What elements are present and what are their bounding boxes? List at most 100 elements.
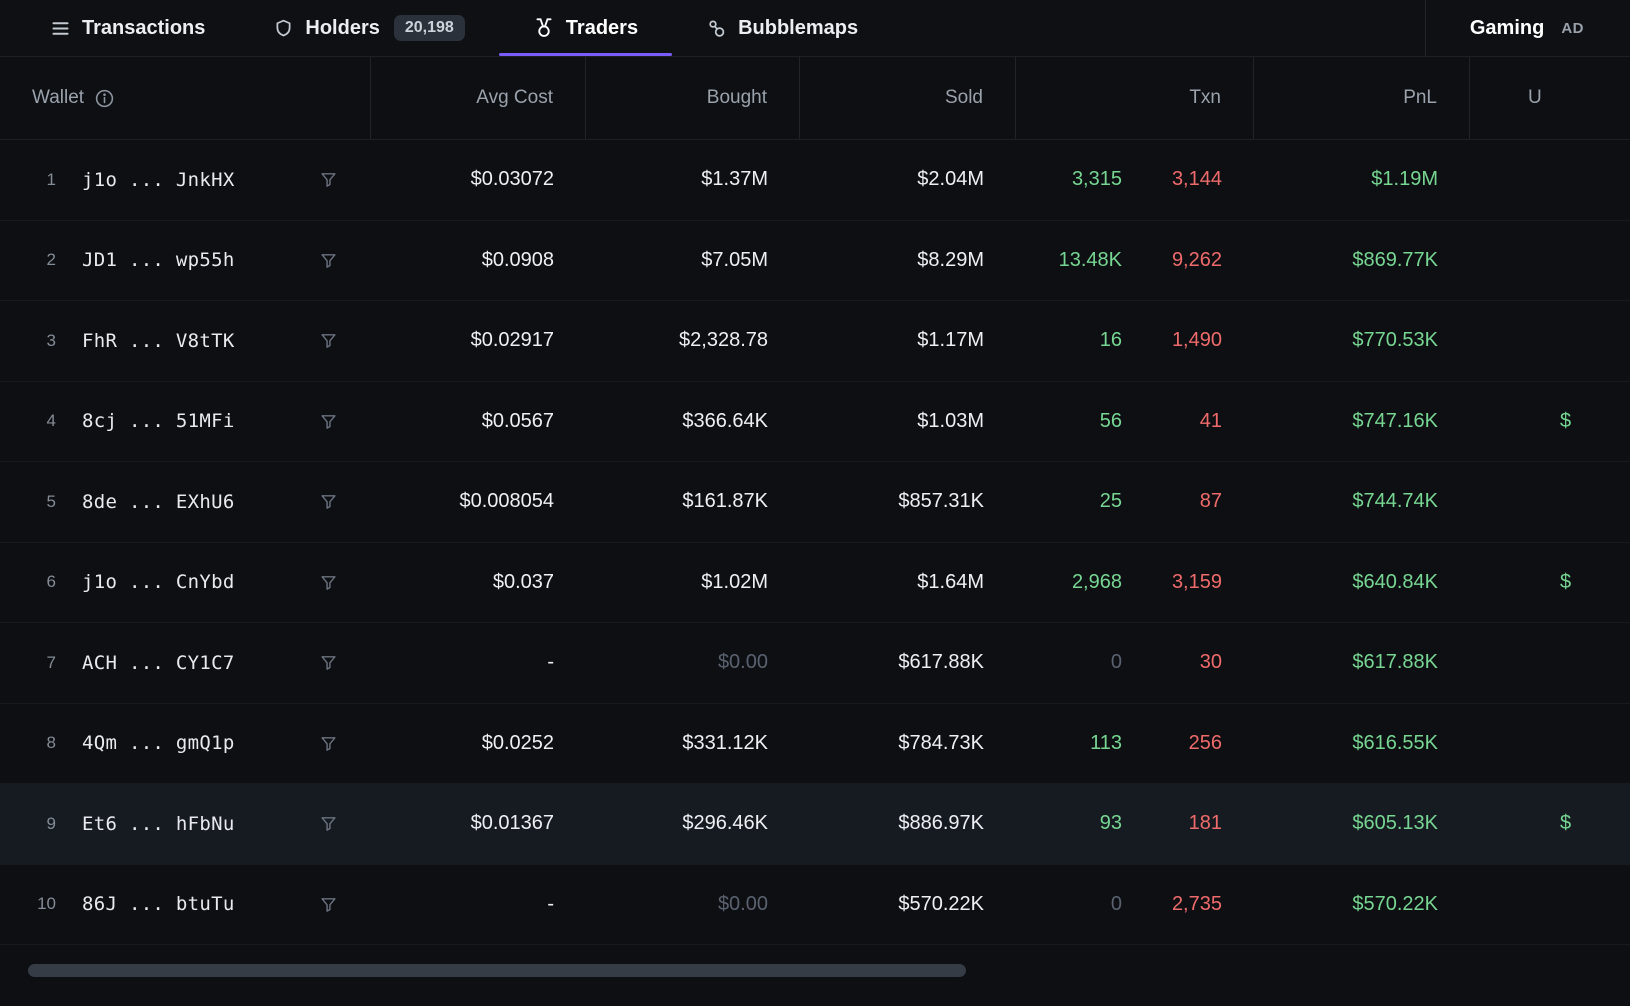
sold-value: $617.88K xyxy=(898,651,984,674)
wallet-address[interactable]: JD1 ... wp55h xyxy=(82,249,235,272)
table-row[interactable]: 1 j1o ... JnkHX $0.03072 $1.37M $2.04M 3… xyxy=(0,140,1630,221)
column-header-avg-cost[interactable]: Avg Cost xyxy=(371,57,586,139)
table-row[interactable]: 4 8cj ... 51MFi $0.0567 $366.64K $1.03M … xyxy=(0,382,1630,462)
tab-label: Traders xyxy=(565,16,639,39)
filter-icon[interactable] xyxy=(320,413,337,430)
pnl-value: $869.77K xyxy=(1352,248,1438,271)
pnl-value: $744.74K xyxy=(1352,490,1438,513)
tab-bubblemaps[interactable]: Bubblemaps xyxy=(672,0,892,56)
txn-cell: 13.48K 9,262 xyxy=(1016,249,1254,272)
filter-icon[interactable] xyxy=(320,896,337,913)
txn-cell: 3,315 3,144 xyxy=(1016,168,1254,191)
filter-icon[interactable] xyxy=(320,815,337,832)
wallet-address[interactable]: 8de ... EXhU6 xyxy=(82,490,235,513)
table-row[interactable]: 5 8de ... EXhU6 $0.008054 $161.87K $857.… xyxy=(0,462,1630,543)
wallet-address[interactable]: 86J ... btuTu xyxy=(82,893,235,916)
tab-traders[interactable]: Traders xyxy=(498,0,673,56)
shield-icon xyxy=(273,18,294,39)
wallet-cell: 9 Et6 ... hFbNu xyxy=(0,813,371,835)
rank: 4 xyxy=(46,411,56,431)
bubbles-icon xyxy=(706,18,727,39)
sold-value: $784.73K xyxy=(898,731,984,754)
txn-buy-count: 0 xyxy=(1110,651,1122,674)
column-header-sold[interactable]: Sold xyxy=(800,57,1016,139)
info-icon[interactable] xyxy=(94,88,115,109)
table-row[interactable]: 10 86J ... btuTu - $0.00 $570.22K 0 2,73… xyxy=(0,865,1630,945)
wallet-address[interactable]: Et6 ... hFbNu xyxy=(82,812,235,835)
avg-cost-value: $0.03072 xyxy=(470,168,554,191)
wallet-address[interactable]: ACH ... CY1C7 xyxy=(82,651,235,674)
wallet-cell: 1 j1o ... JnkHX xyxy=(0,169,371,191)
wallet-address[interactable]: 4Qm ... gmQ1p xyxy=(82,732,235,755)
txn-cell: 93 181 xyxy=(1016,812,1254,835)
wallet-address[interactable]: j1o ... CnYbd xyxy=(82,571,235,594)
txn-sell-count: 87 xyxy=(1199,490,1222,513)
column-header-pnl[interactable]: PnL xyxy=(1254,57,1470,139)
txn-sell-count: 3,159 xyxy=(1171,570,1222,593)
column-header-txn[interactable]: Txn xyxy=(1016,57,1254,139)
column-header-unrealized[interactable]: U xyxy=(1528,87,1542,108)
filter-icon[interactable] xyxy=(320,493,337,510)
filter-icon[interactable] xyxy=(320,735,337,752)
txn-sell-count: 9,262 xyxy=(1171,248,1222,271)
holders-count-badge: 20,198 xyxy=(393,15,465,41)
filter-icon[interactable] xyxy=(320,171,337,188)
sold-value: $2.04M xyxy=(917,168,984,191)
pnl-value: $640.84K xyxy=(1352,570,1438,593)
wallet-address[interactable]: FhR ... V8tTK xyxy=(82,329,235,352)
rank: 10 xyxy=(37,894,56,914)
rank: 9 xyxy=(46,813,56,833)
txn-sell-count: 2,735 xyxy=(1171,892,1222,915)
tab-label: Transactions xyxy=(82,16,206,39)
wallet-address[interactable]: j1o ... JnkHX xyxy=(82,168,235,191)
avg-cost-value: $0.02917 xyxy=(470,329,554,352)
rank: 2 xyxy=(46,250,56,270)
medal-icon xyxy=(533,17,555,39)
txn-sell-count: 1,490 xyxy=(1171,329,1222,352)
txn-sell-count: 41 xyxy=(1199,409,1222,432)
column-header-wallet[interactable]: Wallet xyxy=(0,57,371,139)
filter-icon[interactable] xyxy=(320,252,337,269)
wallet-cell: 4 8cj ... 51MFi xyxy=(0,410,371,432)
scrollbar-thumb[interactable] xyxy=(28,964,966,977)
bought-value: $2,328.78 xyxy=(679,329,768,352)
table-header: Wallet Avg Cost Bought Sold Txn PnL U xyxy=(0,57,1630,140)
table-row[interactable]: 6 j1o ... CnYbd $0.037 $1.02M $1.64M 2,9… xyxy=(0,543,1630,623)
wallet-cell: 8 4Qm ... gmQ1p xyxy=(0,732,371,754)
horizontal-scrollbar[interactable] xyxy=(0,964,1630,978)
sold-value: $8.29M xyxy=(917,248,984,271)
ad-banner[interactable]: Gaming AD xyxy=(1424,0,1630,56)
column-header-bought[interactable]: Bought xyxy=(586,57,800,139)
rank: 1 xyxy=(46,169,56,189)
sold-value: $1.64M xyxy=(917,570,984,593)
tab-label: Holders xyxy=(305,16,380,39)
filter-icon[interactable] xyxy=(320,574,337,591)
txn-cell: 113 256 xyxy=(1016,732,1254,755)
txn-buy-count: 13.48K xyxy=(1058,248,1122,271)
filter-icon[interactable] xyxy=(320,654,337,671)
txn-buy-count: 3,315 xyxy=(1071,168,1122,191)
bought-value: $161.87K xyxy=(682,490,768,513)
wallet-cell: 5 8de ... EXhU6 xyxy=(0,491,371,513)
txn-cell: 2,968 3,159 xyxy=(1016,571,1254,594)
avg-cost-value: - xyxy=(547,651,554,674)
avg-cost-value: $0.008054 xyxy=(459,490,554,513)
tab-holders[interactable]: Holders 20,198 xyxy=(239,0,498,56)
table-row[interactable]: 3 FhR ... V8tTK $0.02917 $2,328.78 $1.17… xyxy=(0,301,1630,382)
wallet-cell: 7 ACH ... CY1C7 xyxy=(0,652,371,674)
pnl-value: $1.19M xyxy=(1371,168,1438,191)
bought-value: $0.00 xyxy=(717,892,768,915)
ad-tag: AD xyxy=(1561,19,1584,37)
txn-buy-count: 0 xyxy=(1110,892,1122,915)
table-row[interactable]: 7 ACH ... CY1C7 - $0.00 $617.88K 0 30 $6… xyxy=(0,623,1630,704)
wallet-address[interactable]: 8cj ... 51MFi xyxy=(82,410,235,433)
tab-transactions[interactable]: Transactions xyxy=(16,0,239,56)
table-row[interactable]: 9 Et6 ... hFbNu $0.01367 $296.46K $886.9… xyxy=(0,784,1630,865)
filter-icon[interactable] xyxy=(320,332,337,349)
table-row[interactable]: 8 4Qm ... gmQ1p $0.0252 $331.12K $784.73… xyxy=(0,704,1630,784)
txn-buy-count: 113 xyxy=(1090,731,1122,754)
table-row[interactable]: 2 JD1 ... wp55h $0.0908 $7.05M $8.29M 13… xyxy=(0,221,1630,301)
txn-buy-count: 16 xyxy=(1099,329,1122,352)
pnl-value: $605.13K xyxy=(1352,812,1438,835)
